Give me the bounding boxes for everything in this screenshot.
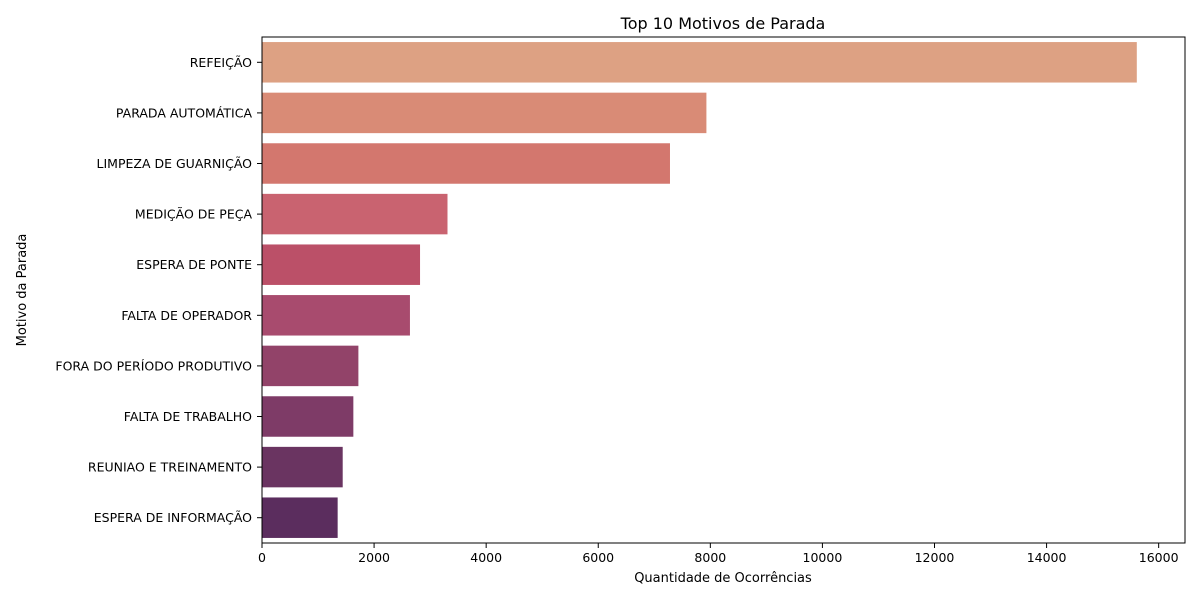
bar-1 [262, 92, 707, 134]
bar-3 [262, 193, 448, 235]
x-tick-label: 0 [258, 550, 266, 565]
bar-8 [262, 446, 343, 488]
bar-6 [262, 345, 359, 387]
y-tick-label: PARADA AUTOMÁTICA [116, 105, 253, 120]
chart-title: Top 10 Motivos de Parada [620, 14, 826, 33]
bars-layer [262, 42, 1137, 538]
bar-9 [262, 497, 338, 538]
y-tick-label: REUNIAO E TREINAMENTO [88, 460, 252, 475]
y-tick-label: ESPERA DE PONTE [136, 257, 252, 272]
x-tick-label: 16000 [1139, 550, 1179, 565]
x-tick-label: 2000 [358, 550, 390, 565]
y-tick-label: LIMPEZA DE GUARNIÇÃO [97, 156, 253, 171]
y-axis-label: Motivo da Parada [15, 234, 30, 347]
x-axis-label: Quantidade de Ocorrências [634, 571, 812, 586]
bar-0 [262, 42, 1137, 83]
y-tick-label: FALTA DE TRABALHO [124, 409, 252, 424]
x-tick-label: 8000 [694, 550, 726, 565]
y-tick-label: FORA DO PERÍODO PRODUTIVO [55, 358, 252, 373]
x-tick-label: 6000 [582, 550, 614, 565]
bar-7 [262, 396, 354, 437]
x-tick-label: 12000 [915, 550, 955, 565]
bar-5 [262, 295, 410, 336]
axes-frame [261, 36, 1186, 544]
x-tick-label: 14000 [1027, 550, 1067, 565]
x-tick-label: 10000 [803, 550, 843, 565]
x-tick-labels: 0 2000 4000 6000 8000 10000 12000 14000 16000 [258, 543, 1179, 565]
bar-2 [262, 143, 670, 184]
y-tick-labels: REFEIÇÃO PARADA AUTOMÁTICA LIMPEZA DE GUAR… [55, 55, 262, 525]
plot-border [261, 36, 1186, 544]
y-tick-label: FALTA DE OPERADOR [121, 308, 252, 323]
y-tick-label: REFEIÇÃO [190, 55, 252, 70]
x-tick-label: 4000 [470, 550, 502, 565]
y-tick-label: ESPERA DE INFORMAÇÃO [94, 510, 252, 525]
bar-4 [262, 244, 421, 285]
y-tick-label: MEDIÇÃO DE PEÇA [135, 207, 253, 222]
